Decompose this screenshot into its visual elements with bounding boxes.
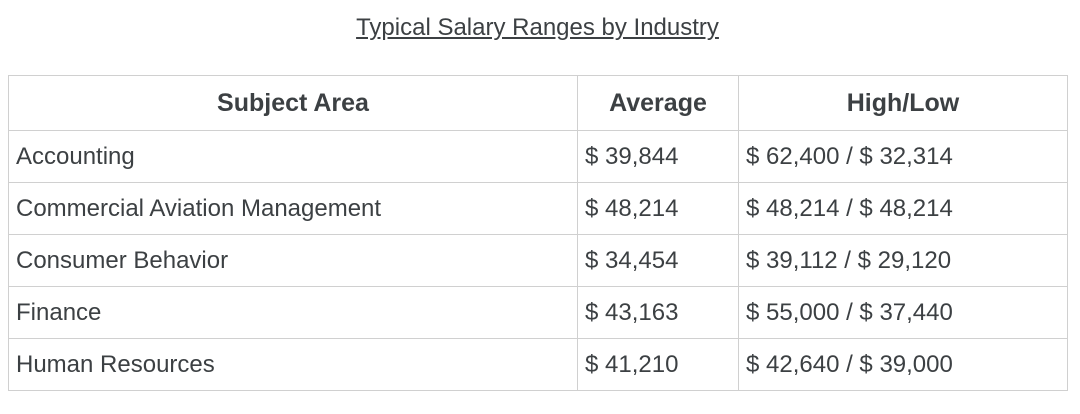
subject-area-cell: Accounting [8,130,578,183]
high-low-cell: $ 55,000 / $ 37,440 [738,286,1068,339]
average-cell: $ 48,214 [577,182,739,235]
salary-table: Subject Area Average High/Low Accounting… [8,75,1068,391]
average-cell: $ 43,163 [577,286,739,339]
high-low-cell: $ 42,640 / $ 39,000 [738,338,1068,391]
table-row: Commercial Aviation Management $ 48,214 … [8,182,1068,235]
column-header-high-low: High/Low [738,75,1068,131]
column-header-average: Average [577,75,739,131]
table-row: Human Resources $ 41,210 $ 42,640 / $ 39… [8,338,1068,391]
table-row: Accounting $ 39,844 $ 62,400 / $ 32,314 [8,130,1068,183]
high-low-cell: $ 62,400 / $ 32,314 [738,130,1068,183]
average-cell: $ 41,210 [577,338,739,391]
high-low-cell: $ 48,214 / $ 48,214 [738,182,1068,235]
subject-area-cell: Human Resources [8,338,578,391]
high-low-cell: $ 39,112 / $ 29,120 [738,234,1068,287]
table-row: Finance $ 43,163 $ 55,000 / $ 37,440 [8,286,1068,339]
subject-area-cell: Finance [8,286,578,339]
average-cell: $ 39,844 [577,130,739,183]
page-title: Typical Salary Ranges by Industry [356,14,719,41]
subject-area-cell: Commercial Aviation Management [8,182,578,235]
subject-area-cell: Consumer Behavior [8,234,578,287]
table-row: Consumer Behavior $ 34,454 $ 39,112 / $ … [8,234,1068,287]
average-cell: $ 34,454 [577,234,739,287]
column-header-subject-area: Subject Area [8,75,578,131]
header-row: Subject Area Average High/Low [8,75,1068,131]
